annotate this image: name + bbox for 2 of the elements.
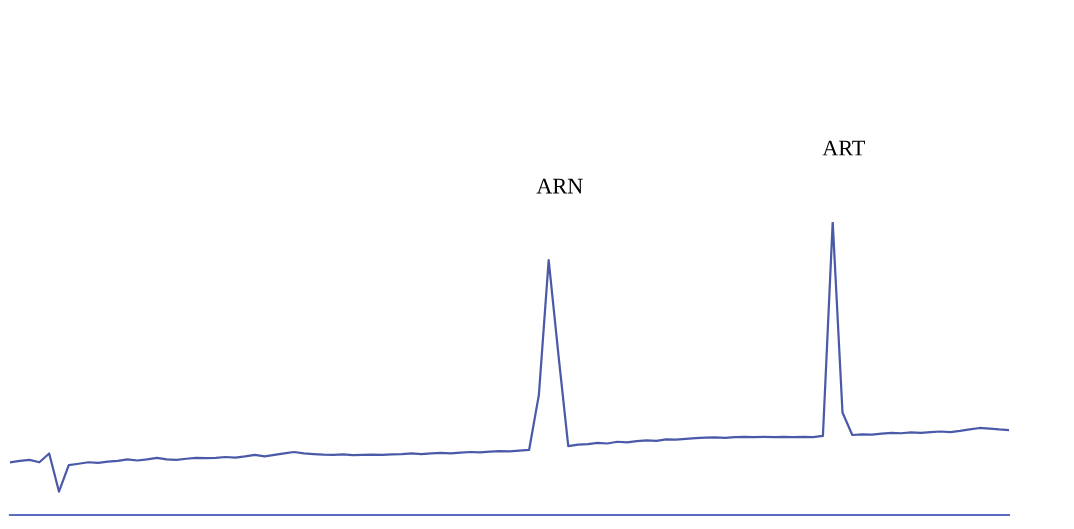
text: ART [822, 140, 865, 156]
text: ARN [536, 178, 583, 194]
